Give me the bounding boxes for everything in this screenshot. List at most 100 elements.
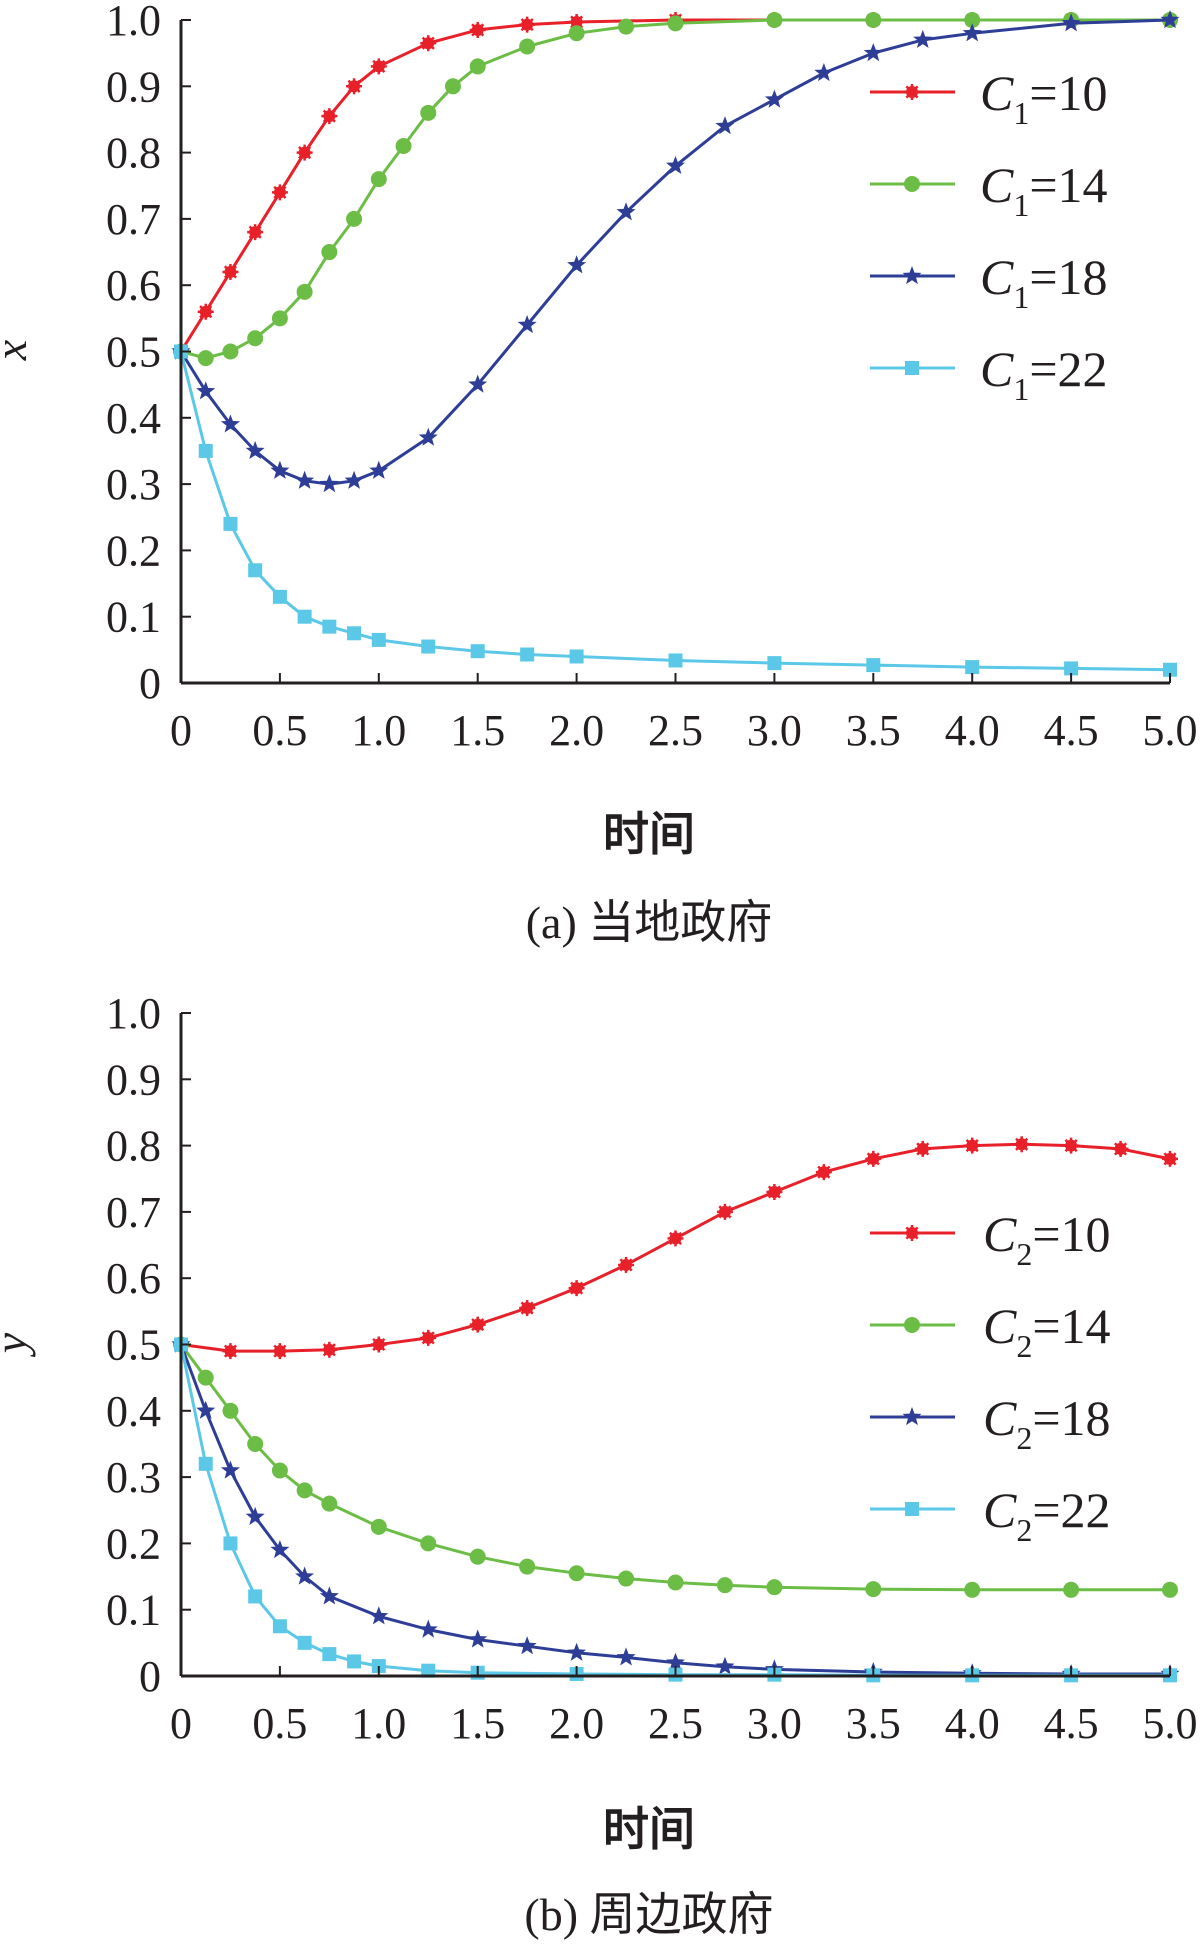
data-point: [913, 29, 933, 48]
series-c1-14: [173, 12, 1178, 367]
x-tick-label: 4.5: [1044, 706, 1099, 755]
data-point: [667, 15, 684, 32]
y-tick-label: 1.0: [106, 989, 161, 1038]
data-point: [197, 303, 214, 320]
data-point: [248, 1589, 263, 1604]
data-point: [247, 1435, 264, 1452]
data-point: [519, 16, 536, 33]
y-tick-label: 0.2: [106, 1519, 161, 1568]
x-tick-label: 0: [170, 1699, 192, 1748]
chart-a-legend: C1=10 C1=14 C1=18 C1: [870, 65, 1108, 407]
data-point: [1013, 1136, 1030, 1153]
legend-label: C1=14: [980, 157, 1108, 223]
legend-marker-shape: [905, 361, 919, 375]
data-point: [421, 1663, 436, 1678]
legend-marker: [905, 1502, 919, 1516]
data-point: [962, 23, 982, 42]
data-point: [567, 1642, 587, 1661]
data-point: [421, 639, 436, 654]
data-point: [519, 38, 536, 55]
y-tick-label: 0.4: [106, 1387, 161, 1436]
legend-label: C2=18: [983, 1390, 1111, 1456]
data-point: [271, 184, 288, 201]
data-point: [470, 644, 485, 659]
data-point: [1163, 662, 1177, 677]
y-tick-label: 0.8: [106, 1122, 161, 1171]
data-point: [271, 1462, 288, 1479]
data-point: [1061, 13, 1081, 32]
chart-b-caption: (b) 周边政府: [524, 1889, 773, 1940]
data-point: [914, 1140, 931, 1157]
y-tick-label: 0.7: [106, 1188, 161, 1237]
data-point: [716, 1203, 733, 1220]
x-tick-label: 3.5: [846, 1699, 901, 1748]
legend-item-c2-10: C2=10: [870, 1206, 1111, 1272]
chart-a-ticks: 0 0.1 0.2 0.3 0.4 0.5 0.6 0.7 0.8 0.9 1.0 0 0.5 1.0 1.…: [106, 0, 1198, 755]
chart-b-legend: C2=10 C2=14 C2=18 C2: [870, 1206, 1111, 1548]
legend-item-c1-18: C1=18: [870, 249, 1108, 315]
data-point: [618, 1256, 635, 1273]
data-point: [271, 1343, 288, 1360]
data-point: [223, 516, 238, 531]
data-point: [370, 1518, 387, 1535]
legend-item-c1-10: C1=10: [870, 65, 1108, 131]
data-point: [616, 202, 636, 221]
data-point: [271, 310, 288, 327]
legend-marker: [904, 1225, 920, 1241]
data-point: [272, 1619, 287, 1634]
x-tick-label: 1.0: [351, 1699, 406, 1748]
data-point: [520, 647, 535, 662]
data-point: [568, 13, 585, 30]
data-point: [370, 58, 387, 75]
x-tick-label: 4.5: [1044, 1699, 1099, 1748]
data-point: [196, 381, 216, 400]
data-point: [321, 1495, 338, 1512]
data-point: [1162, 1581, 1178, 1598]
y-tick-label: 0.6: [106, 1254, 161, 1303]
data-point: [865, 12, 882, 28]
y-tick-label: 0.2: [106, 526, 161, 575]
chart-a-caption: (a) 当地政府: [526, 897, 773, 948]
x-tick-label: 0.5: [252, 706, 307, 755]
data-point: [815, 1164, 832, 1181]
data-point: [222, 1402, 239, 1419]
series-c1-18: [171, 10, 1180, 493]
data-point: [964, 12, 981, 28]
data-point: [420, 104, 437, 121]
data-point: [715, 116, 735, 135]
x-tick-label: 2.0: [549, 1699, 604, 1748]
chart-a-marks: [171, 10, 1180, 677]
data-point: [666, 155, 685, 174]
data-point: [198, 443, 213, 458]
data-point: [370, 1336, 387, 1353]
chart-b-marks: [171, 1136, 1180, 1683]
data-point: [444, 78, 461, 95]
y-tick-label: 0.9: [106, 62, 161, 111]
data-point: [272, 589, 287, 604]
data-point: [764, 89, 784, 108]
data-point: [668, 653, 683, 668]
legend-item-c1-14: C1=14: [870, 157, 1108, 223]
x-tick-label: 3.5: [846, 706, 901, 755]
legend-label: C1=22: [980, 341, 1108, 407]
data-point: [319, 1586, 339, 1605]
data-point: [618, 1570, 635, 1587]
x-tick-label: 2.5: [648, 706, 703, 755]
data-point: [297, 609, 312, 624]
data-point: [568, 25, 585, 42]
data-point: [666, 1652, 685, 1671]
legend-item-c2-22: C2=22: [870, 1482, 1111, 1548]
data-point: [469, 21, 486, 38]
chart-a: 0 0.1 0.2 0.3 0.4 0.5 0.6 0.7 0.8 0.9 1.0 0 0.5 1.0 1.…: [0, 0, 1198, 948]
y-tick-label: 0.5: [106, 1321, 161, 1370]
y-tick-label: 0.1: [106, 1586, 161, 1635]
data-point: [1160, 10, 1180, 29]
y-tick-label: 0.1: [106, 593, 161, 642]
data-point: [197, 1369, 214, 1386]
data-point: [295, 1566, 315, 1585]
data-point: [346, 210, 363, 227]
series-c2-18: [171, 1334, 1180, 1683]
y-tick-label: 0.3: [106, 460, 161, 509]
data-point: [344, 470, 364, 489]
